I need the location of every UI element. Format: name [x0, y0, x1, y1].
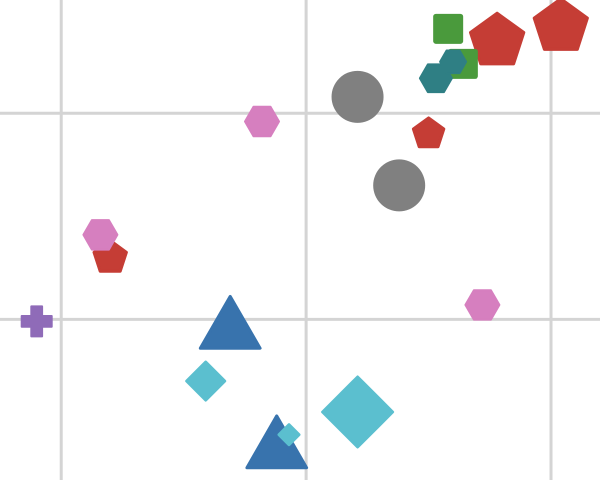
- triangle-marker: [200, 296, 260, 348]
- hexagon-marker: [83, 220, 117, 250]
- circle-marker: [373, 159, 425, 211]
- hexagon-marker: [465, 290, 499, 319]
- pentagon-marker: [413, 118, 443, 147]
- square-marker: [433, 14, 463, 44]
- diamond-marker: [187, 362, 225, 400]
- hexagon-marker: [245, 107, 279, 137]
- circle-marker: [332, 71, 384, 123]
- triangle-marker: [247, 416, 307, 468]
- plus-marker: [22, 306, 52, 336]
- diamond-marker: [323, 377, 393, 447]
- pentagon-marker: [534, 0, 587, 49]
- data-points: [22, 0, 588, 468]
- pentagon-marker: [471, 13, 524, 64]
- hexagon-marker: [440, 51, 466, 74]
